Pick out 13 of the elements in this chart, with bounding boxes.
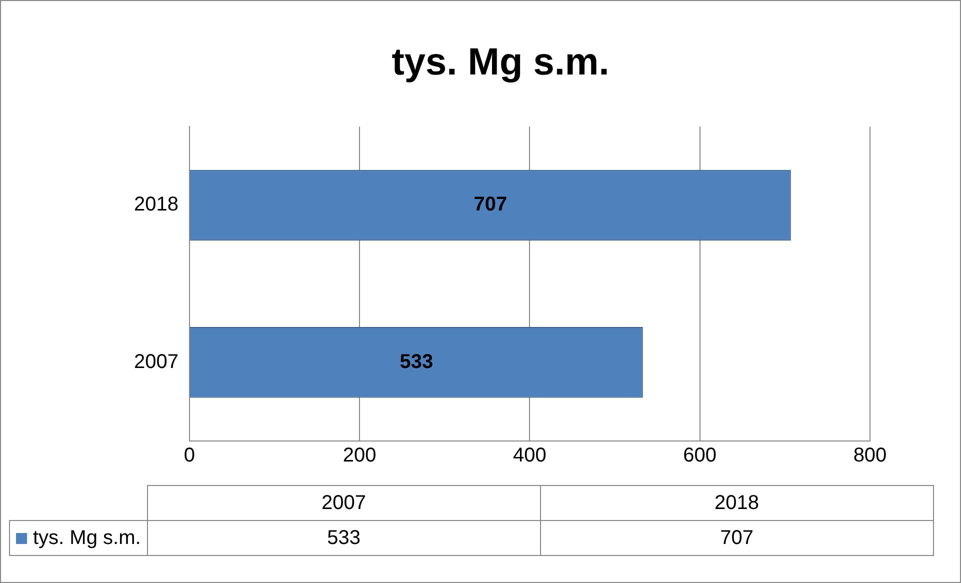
x-tick-label: 400 [513, 444, 546, 467]
legend-label: tys. Mg s.m. [10, 520, 148, 556]
x-tick-label: 800 [853, 444, 887, 467]
chart-title: tys. Mg s.m. [392, 41, 610, 84]
text: 707 [540, 520, 934, 556]
text: 533 [147, 520, 540, 556]
data-label: 533 [400, 350, 434, 373]
category-label: 2018 [714, 492, 760, 514]
x-tick-label: 0 [184, 444, 196, 467]
x-tick-label: 200 [342, 444, 376, 467]
data-label: 707 [474, 194, 508, 216]
category-label: 2007 [322, 492, 366, 514]
x-tick-label: 600 [683, 444, 717, 467]
